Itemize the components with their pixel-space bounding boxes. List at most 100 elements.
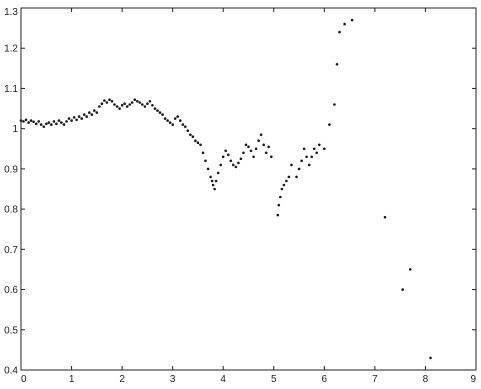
- data-point: [65, 120, 68, 123]
- data-point: [184, 125, 187, 128]
- data-point: [98, 105, 101, 108]
- data-point: [259, 133, 263, 136]
- y-tick-label: 1: [12, 124, 18, 135]
- x-tick-label: 2: [119, 374, 125, 385]
- y-tick-label: 0.7: [4, 245, 18, 256]
- y-tick-label: 0.8: [4, 205, 18, 216]
- data-point: [93, 109, 96, 112]
- data-point: [254, 147, 258, 151]
- data-point: [267, 145, 271, 149]
- data-point: [75, 118, 78, 122]
- data-point: [290, 163, 293, 167]
- data-point: [171, 123, 174, 126]
- data-point: [120, 104, 124, 107]
- y-tick-label: 1.3: [4, 7, 18, 18]
- data-point: [264, 151, 268, 155]
- data-point: [196, 141, 200, 144]
- data-point: [201, 151, 205, 155]
- x-tick-label: 7: [372, 374, 378, 385]
- data-point: [247, 145, 250, 149]
- data-point: [163, 117, 167, 120]
- data-point: [110, 100, 114, 103]
- data-point: [82, 113, 86, 116]
- data-point: [237, 161, 240, 165]
- data-point: [383, 215, 387, 219]
- data-point: [141, 103, 144, 106]
- data-point: [181, 123, 185, 126]
- data-point: [118, 107, 121, 110]
- data-point: [29, 119, 33, 122]
- data-point: [50, 123, 53, 126]
- data-point: [168, 121, 172, 124]
- data-point: [57, 119, 61, 122]
- data-points: [19, 18, 432, 360]
- data-point: [211, 183, 215, 187]
- x-tick-label: 5: [271, 374, 277, 385]
- data-point: [136, 100, 139, 103]
- data-point: [156, 109, 159, 112]
- data-point: [242, 151, 245, 155]
- data-point: [77, 115, 81, 118]
- axis-ticks: [20, 7, 477, 371]
- data-point: [128, 103, 131, 106]
- data-point: [34, 122, 38, 126]
- data-point: [229, 159, 233, 163]
- plot-frame: [20, 7, 477, 371]
- data-point: [123, 102, 126, 105]
- data-point: [113, 103, 116, 106]
- data-point: [270, 155, 273, 159]
- data-point: [194, 139, 197, 142]
- x-tick-label: 8: [423, 374, 429, 385]
- data-point: [213, 187, 216, 191]
- data-point: [239, 157, 243, 161]
- data-point: [85, 115, 88, 118]
- data-point: [146, 102, 149, 105]
- data-point: [287, 175, 291, 179]
- data-point: [189, 133, 192, 136]
- x-tick-label: 1: [69, 374, 75, 385]
- data-point: [115, 105, 119, 108]
- data-point: [232, 163, 235, 167]
- data-point: [158, 111, 162, 114]
- data-point: [209, 175, 212, 179]
- y-tick-label: 0.6: [4, 285, 18, 296]
- x-tick-label: 9: [470, 374, 476, 385]
- data-point: [39, 123, 43, 126]
- data-point: [333, 103, 336, 106]
- data-point: [88, 111, 91, 114]
- data-point: [45, 122, 48, 126]
- data-point: [335, 63, 339, 66]
- data-point: [125, 105, 129, 108]
- data-point: [216, 171, 220, 175]
- y-tick-label: 1.2: [4, 44, 18, 55]
- data-point: [143, 105, 147, 108]
- y-tick-label: 1.1: [4, 84, 18, 95]
- data-point: [343, 22, 346, 26]
- data-point: [219, 163, 222, 167]
- data-point: [151, 104, 154, 107]
- data-point: [100, 102, 104, 105]
- data-point: [176, 115, 179, 118]
- data-point: [206, 167, 210, 171]
- data-point: [153, 107, 157, 110]
- y-tick-label: 0.9: [4, 164, 18, 175]
- data-point: [282, 183, 286, 187]
- data-point: [277, 203, 281, 207]
- data-point: [310, 155, 314, 159]
- data-point: [350, 18, 354, 22]
- data-point: [276, 213, 280, 217]
- data-point: [227, 153, 230, 157]
- data-point: [305, 155, 308, 159]
- data-point: [315, 151, 319, 155]
- data-point: [224, 149, 227, 153]
- data-point: [52, 120, 56, 123]
- data-point: [234, 165, 238, 169]
- data-point: [186, 129, 190, 132]
- data-point: [103, 99, 106, 102]
- data-point: [60, 121, 63, 124]
- x-tick-label: 0: [21, 374, 27, 385]
- data-point: [191, 135, 195, 138]
- data-point: [32, 120, 35, 124]
